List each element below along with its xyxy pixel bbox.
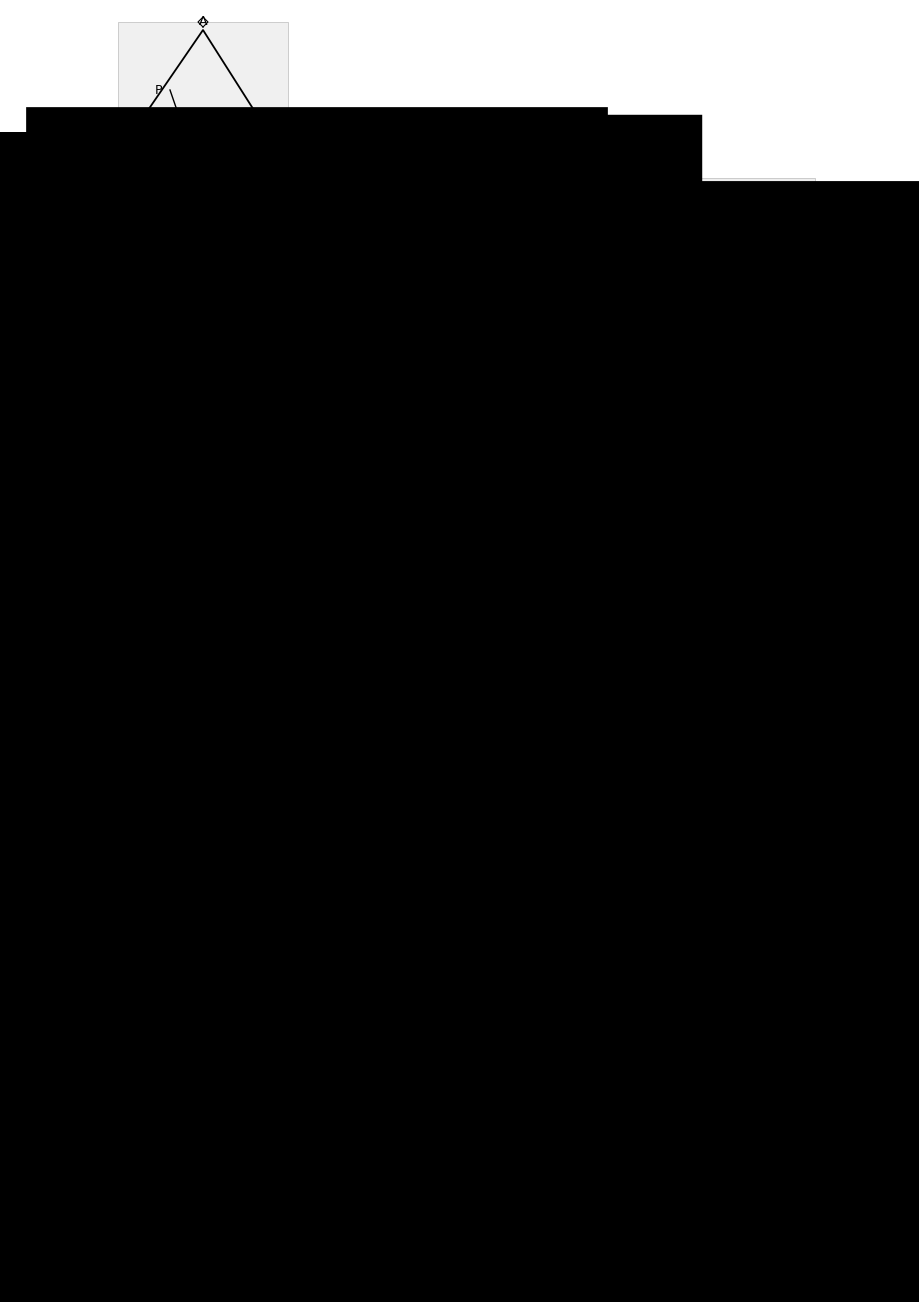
Text: C: C [240,822,249,835]
Text: B: B [235,693,244,706]
Text: x: x [231,542,238,555]
Text: B.: B. [291,219,307,233]
Text: y: y [346,197,352,206]
Text: B: B [108,142,116,155]
Text: .: . [202,628,207,644]
Text: .: . [176,418,182,436]
Text: 11. 因式分解：2a²－ 8=: 11. 因式分解：2a²－ 8= [60,335,209,353]
Text: .: . [697,577,701,595]
Text: C: C [282,142,290,155]
Text: O: O [105,549,115,562]
Text: 13. 如图，点A（3, t）在第一象限，OA与x轴所夹的锐角为α，tanα=: 13. 如图，点A（3, t）在第一象限，OA与x轴所夹的锐角为α，tanα= [60,391,437,408]
Text: x: x [405,253,412,263]
Text: A: A [737,260,743,270]
Text: 16. 如图，在⊙O中，弦AC=2√3，点B是圆上一点，且∠ABC=45°，则⊙O的半径: 16. 如图，在⊙O中，弦AC=2√3，点B是圆上一点，且∠ABC=45°，则⊙… [60,655,527,673]
Text: A: A [199,16,207,29]
Text: D.: D. [647,219,664,233]
Text: y: y [164,197,170,206]
Text: C.: C. [471,219,487,233]
Bar [675,178,814,273]
Text: O: O [152,260,159,270]
Text: A: A [201,260,208,270]
Text: P: P [154,83,162,96]
Text: 第一个三角形数记为x₁，第二个三角形数记为x₂，...第n个三角形数记为xₙ，则: 第一个三角形数记为x₁，第二个三角形数记为x₂，...第n个三角形数记为xₙ，则 [60,1036,436,1055]
Text: 二、填空题（共8小题，每小题4分，满分32分）: 二、填空题（共8小题，每小题4分，满分32分） [60,309,314,326]
Bar [105,921,279,978]
Text: y: y [699,197,705,206]
Text: B: B [233,990,242,1003]
Text: O: O [512,260,519,270]
Text: cm.: cm. [631,861,662,878]
Bar [320,178,460,273]
Text: A: A [174,963,182,976]
Bar [118,22,288,161]
Text: 15. 三角形的两边长分别是3和4，第三边长是方程x²－13x+40=0的根，则该三角形的周: 15. 三角形的两边长分别是3和4，第三边长是方程x²－13x+40=0的根，则… [60,602,519,620]
Text: O: O [194,751,204,764]
Text: 14. 如果单项式2x^(m+2)ny^(n－2m+2)与x⁵y⁷是同类项，那么n^m的值是: 14. 如果单项式2x^(m+2)ny^(n－2m+2)与x⁵y⁷是同类项，那么… [60,577,532,595]
Text: y: y [121,447,129,460]
Text: xₙ+xₙ₊₁=: xₙ+xₙ₊₁= [60,1062,136,1079]
Text: 是: 是 [60,418,70,436]
Text: A: A [191,480,199,493]
Bar [103,674,277,844]
Text: 3: 3 [636,388,647,406]
Text: .: . [444,359,448,378]
Text: C: C [269,947,278,960]
Text: 三、解答题（共5小题，满分38分）: 三、解答题（共5小题，满分38分） [60,1105,248,1124]
Text: ，则t的值: ，则t的值 [652,391,698,408]
Text: x: x [758,253,764,263]
Text: A.: A. [105,219,119,233]
Bar [100,435,265,560]
Bar [100,878,300,993]
Text: .: . [267,1062,272,1079]
Text: y: y [525,197,530,206]
Text: 18. 古希腊数学家把数1，3，6，10，15，21，...叫做三角形数，它有一定的规律性，若把: 18. 古希腊数学家把数1，3，6，10，15，21，...叫做三角形数，它有一… [60,1010,522,1029]
Polygon shape [108,888,255,978]
Text: 2: 2 [636,398,647,417]
Text: 17. 将一张矩形纸片折叠成如图所示的图形，若AB=6cm，则AC=: 17. 将一张矩形纸片折叠成如图所示的图形，若AB=6cm，则AC= [60,861,410,878]
Text: O: O [334,260,342,270]
Text: R=: R= [60,680,85,698]
Text: D: D [185,151,195,164]
Text: .: . [182,680,187,698]
Text: 12. 计算：（－5a⁴）•（－8ab²）=: 12. 计算：（－5a⁴）•（－8ab²）= [60,359,270,378]
Text: A: A [103,760,112,773]
Bar [499,178,640,273]
Text: x: x [584,253,589,263]
Text: α: α [138,531,146,544]
Text: A: A [562,260,569,270]
Text: A: A [384,260,391,270]
Text: x: x [222,253,229,263]
Text: O: O [686,260,694,270]
Text: .: . [367,335,372,353]
Text: 长为: 长为 [60,628,80,644]
Bar [135,178,275,273]
